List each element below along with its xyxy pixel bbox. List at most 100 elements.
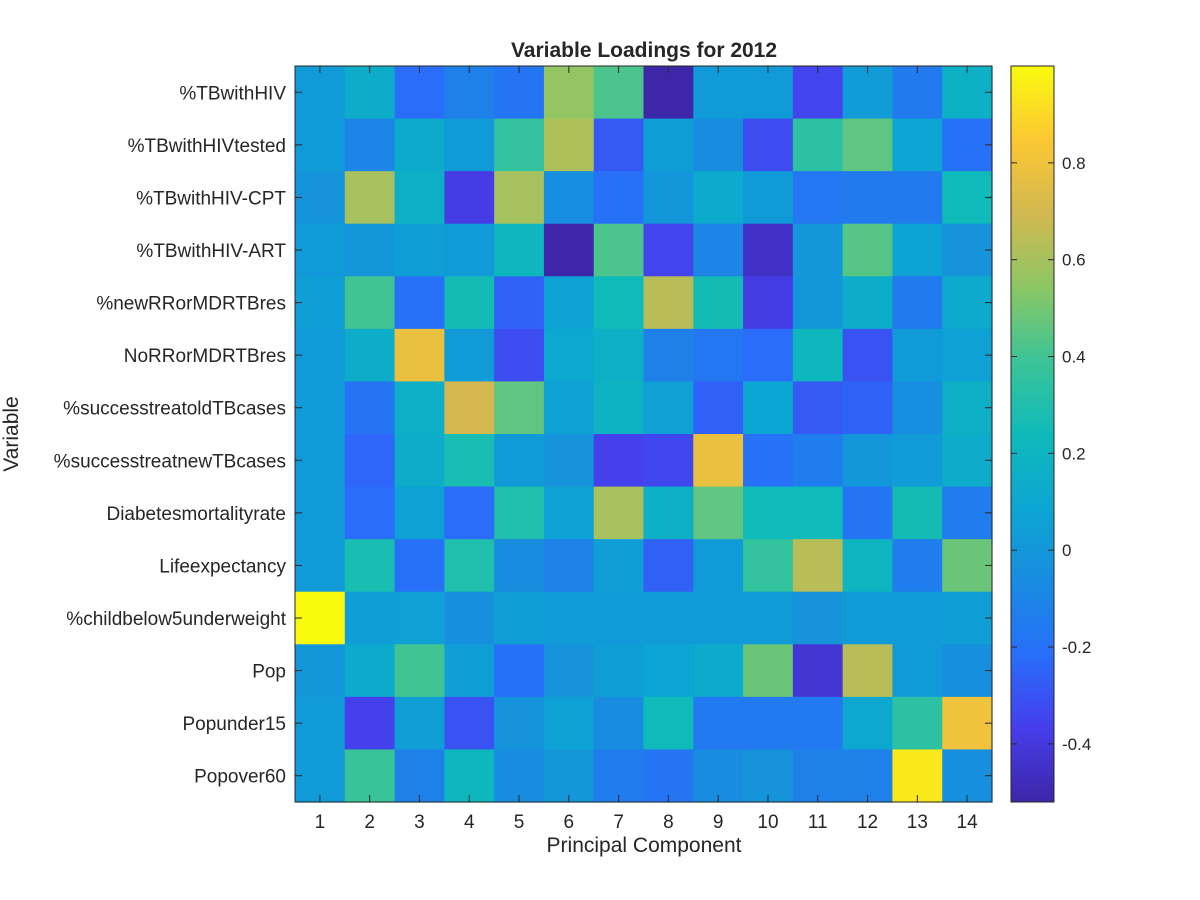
colorbar-tick-label: 0.4: [1062, 348, 1086, 367]
heatmap-cell: [344, 328, 396, 383]
heatmap-cell: [842, 223, 894, 277]
heatmap-cell: [295, 118, 346, 172]
heatmap-cell: [892, 381, 943, 435]
colorbar: [1010, 65, 1055, 803]
heatmap-cell: [593, 644, 645, 698]
heatmap-cell: [543, 381, 595, 435]
heatmap-cell: [494, 434, 545, 488]
heatmap-cell: [892, 276, 943, 330]
heatmap-cell: [295, 644, 346, 698]
heatmap-cell: [494, 381, 545, 435]
heatmap-cell: [494, 696, 545, 751]
heatmap-cell: [394, 591, 445, 645]
heatmap-cell: [344, 223, 396, 277]
heatmap-cell: [842, 118, 894, 172]
heatmap-cell: [842, 749, 894, 803]
y-tick-label: %TBwithHIV: [179, 83, 286, 104]
heatmap-cell: [693, 223, 744, 277]
heatmap-cell: [892, 539, 943, 593]
heatmap-cell: [892, 486, 943, 540]
heatmap-cell: [643, 486, 694, 540]
heatmap-cell: [295, 591, 346, 645]
heatmap-cell: [892, 328, 943, 383]
heatmap-cell: [842, 591, 894, 645]
heatmap-cell: [543, 486, 595, 540]
heatmap-cell: [743, 381, 794, 435]
y-tick-label: %TBwithHIV-ART: [136, 241, 286, 262]
heatmap-cell: [444, 66, 495, 120]
heatmap-cell: [792, 381, 844, 435]
heatmap-cell: [494, 171, 545, 225]
heatmap-cell: [344, 381, 396, 435]
heatmap-cell: [743, 223, 794, 277]
heatmap-cell: [444, 644, 495, 698]
heatmap-cell: [743, 276, 794, 330]
heatmap-cell: [344, 749, 396, 803]
heatmap-cell: [394, 539, 445, 593]
heatmap-cell: [693, 644, 744, 698]
heatmap-cell: [394, 66, 445, 120]
heatmap-cell: [743, 434, 794, 488]
heatmap-cell: [792, 328, 844, 383]
heatmap-cell: [593, 171, 645, 225]
heatmap-cell: [543, 749, 595, 803]
heatmap-cell: [494, 591, 545, 645]
heatmap-cell: [693, 328, 744, 383]
heatmap-cell: [344, 696, 396, 751]
heatmap-cell: [344, 539, 396, 593]
heatmap-cell: [842, 539, 894, 593]
heatmap-cell: [344, 66, 396, 120]
heatmap-cell: [743, 591, 794, 645]
heatmap-cell: [543, 276, 595, 330]
heatmap-cell: [792, 66, 844, 120]
heatmap-cell: [743, 118, 794, 172]
heatmap-cell: [643, 696, 694, 751]
heatmap-cell: [394, 381, 445, 435]
heatmap-cell: [494, 118, 545, 172]
y-tick-label: %successtreatnewTBcases: [54, 451, 286, 472]
heatmap-cell: [942, 644, 993, 698]
heatmap-cell: [842, 434, 894, 488]
heatmap-cell: [942, 434, 993, 488]
heatmap-cell: [344, 486, 396, 540]
heatmap-cell: [842, 381, 894, 435]
heatmap-cell: [543, 696, 595, 751]
heatmap-cell: [842, 644, 894, 698]
heatmap-cell: [543, 171, 595, 225]
heatmap-cell: [693, 118, 744, 172]
heatmap-cell: [842, 66, 894, 120]
heatmap-cell: [693, 539, 744, 593]
heatmap-cell: [344, 644, 396, 698]
heatmap-cell: [693, 276, 744, 330]
y-tick-label: %childbelow5underweight: [66, 609, 286, 630]
heatmap-cell: [543, 644, 595, 698]
y-tick-label: Popunder15: [182, 714, 286, 735]
heatmap-cell: [593, 223, 645, 277]
heatmap-cell: [892, 591, 943, 645]
x-tick-label: 14: [957, 812, 979, 833]
heatmap-cell: [344, 276, 396, 330]
y-tick-label: %newRRorMDRTBres: [96, 294, 286, 315]
y-tick-label: %TBwithHIV-CPT: [136, 188, 286, 209]
heatmap-cell: [792, 171, 844, 225]
heatmap-cell: [295, 696, 346, 751]
heatmap-cell: [444, 118, 495, 172]
heatmap-cell: [743, 539, 794, 593]
heatmap-cell: [693, 749, 744, 803]
heatmap-cell: [295, 381, 346, 435]
heatmap-cell: [693, 696, 744, 751]
colorbar-tick-label: -0.2: [1062, 638, 1091, 657]
heatmap-cell: [892, 644, 943, 698]
heatmap-cell: [494, 539, 545, 593]
heatmap-cell: [942, 486, 993, 540]
heatmap-cell: [295, 486, 346, 540]
heatmap-cell: [444, 328, 495, 383]
heatmap-cell: [842, 486, 894, 540]
heatmap-cell: [344, 118, 396, 172]
y-tick-label: Pop: [252, 662, 286, 683]
heatmap-cell: [792, 223, 844, 277]
heatmap-cell: [743, 171, 794, 225]
colorbar-tick-label: 0.6: [1062, 251, 1086, 270]
heatmap-cell: [892, 749, 943, 803]
